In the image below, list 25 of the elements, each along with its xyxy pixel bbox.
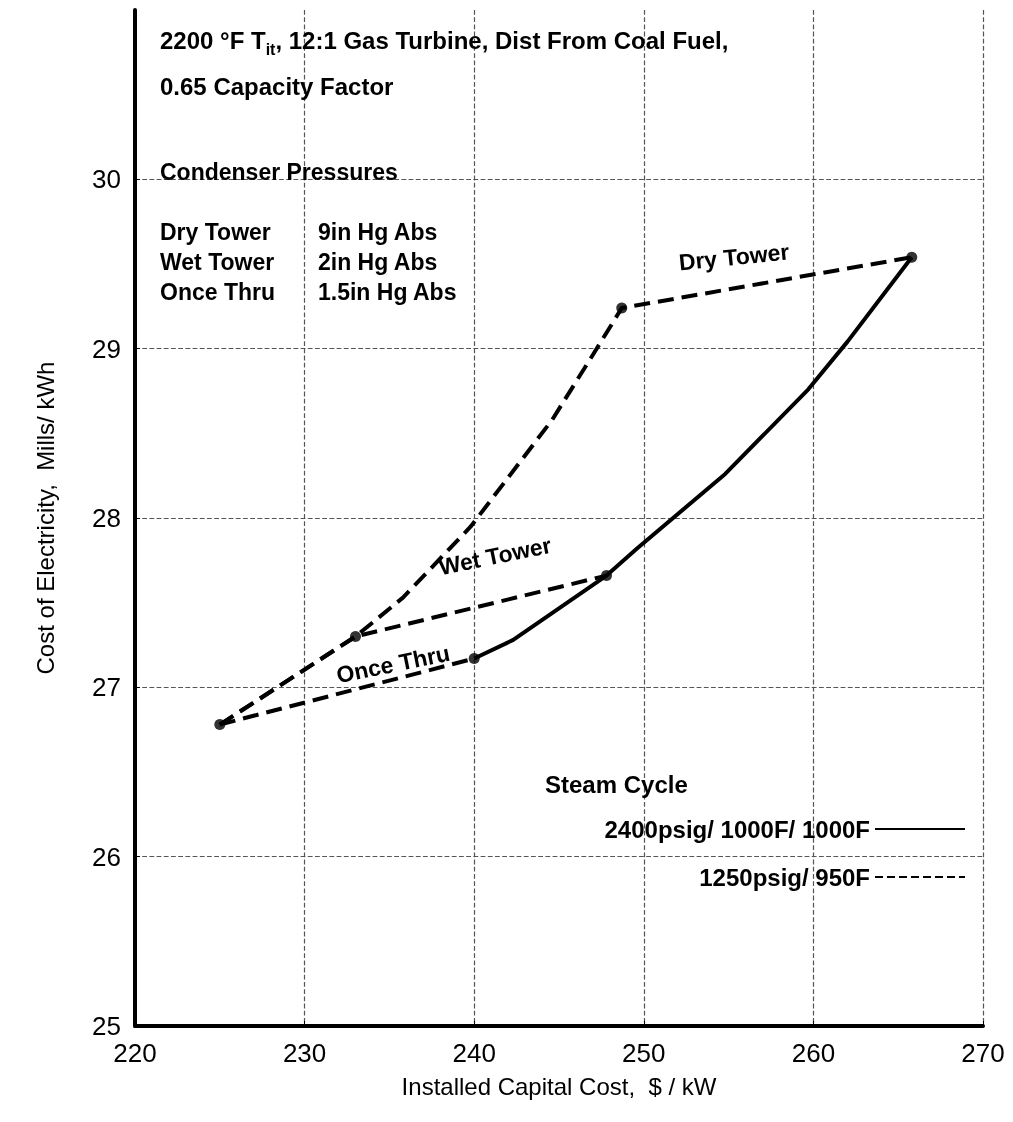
- y-tick-label: 29: [92, 333, 121, 364]
- text: 0.65 Capacity Factor: [160, 72, 394, 100]
- x-tick-label: 220: [113, 1038, 157, 1068]
- y-tick-label: 27: [92, 672, 121, 703]
- x-tick-label: 230: [282, 1038, 327, 1068]
- legend-label: 2400psig/ 1000F/ 1000F: [604, 815, 870, 843]
- annotation: Condenser Pressures: [160, 158, 398, 185]
- legend-title: Steam Cycle: [545, 770, 688, 798]
- x-tick-label: 270: [961, 1038, 1005, 1068]
- text: Dry Tower 9in Hg Abs: [160, 218, 438, 245]
- y-axis-title: Cost of Electricity, Mills/ kWh: [31, 361, 59, 675]
- x-tick-label: 260: [791, 1038, 836, 1068]
- y-tick-label: 30: [92, 164, 121, 195]
- annotation: Wet Tower: [436, 531, 554, 581]
- x-tick-label: 250: [622, 1038, 666, 1068]
- annotation: Dry Tower: [677, 238, 791, 276]
- y-tick-label: 25: [92, 1011, 121, 1041]
- x-axis-title: Installed Capital Cost, $ / kW: [401, 1072, 717, 1100]
- y-tick-label: 28: [92, 503, 121, 533]
- text: Once Thru 1.5in Hg Abs: [160, 278, 457, 305]
- annotation: Once Thru: [334, 639, 452, 689]
- legend-label: 1250psig/ 950F: [699, 863, 870, 891]
- x-tick-label: 240: [452, 1038, 496, 1068]
- y-tick-label: 26: [92, 841, 121, 872]
- text: Wet Tower 2in Hg Abs: [160, 248, 438, 275]
